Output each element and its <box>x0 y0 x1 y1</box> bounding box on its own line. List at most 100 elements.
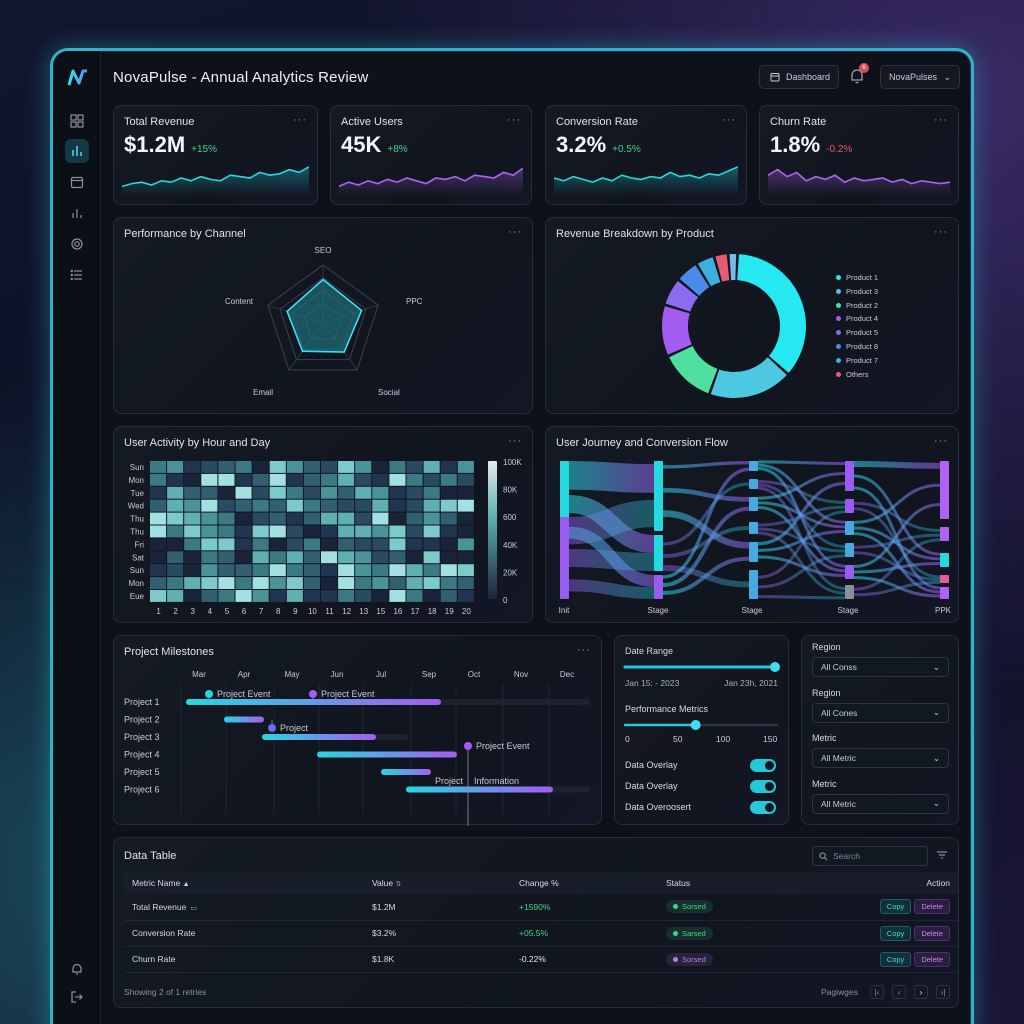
kpi-change: +8% <box>387 144 408 155</box>
heatmap-cell <box>440 564 457 577</box>
controls-card: Date Range Jan 15: - 2023 Jan 23h, 2021 … <box>614 635 789 825</box>
status-badge: Sorsed <box>666 900 713 914</box>
donut-slice <box>729 254 737 281</box>
performance-slider[interactable] <box>615 716 790 736</box>
prev-page-button[interactable]: ‹ <box>892 985 906 999</box>
table-row[interactable]: Churn Rate $1.8K -0.22% Sorsed Copy Delete <box>124 946 958 973</box>
sankey-link <box>853 526 941 561</box>
filter-select[interactable]: All Cones ⌄ <box>812 702 949 723</box>
bell-icon[interactable] <box>849 67 865 85</box>
more-options-icon[interactable]: ··· <box>934 226 948 238</box>
sankey-link <box>853 580 941 597</box>
logout-icon[interactable] <box>65 985 89 1009</box>
sankey-node <box>560 517 569 599</box>
filter-icon[interactable] <box>936 850 948 860</box>
heatmap-cell <box>235 551 252 564</box>
radar-axis-label: Email <box>253 388 273 397</box>
heatmap-cell <box>457 577 474 589</box>
more-options-icon[interactable]: ··· <box>577 644 591 656</box>
table-row[interactable]: Conversion Rate $3.2% +05.5% Sarsed Copy Dele… <box>124 920 958 947</box>
sankey-stage-label: Stage <box>648 606 669 615</box>
column-header-metric[interactable]: Metric Name ▲ <box>124 872 364 894</box>
heatmap-col-label: 6 <box>242 607 247 616</box>
toggle-switch[interactable] <box>750 780 776 793</box>
calendar-icon[interactable] <box>65 170 89 194</box>
heatmap-cell <box>423 590 440 602</box>
heatmap-cell <box>235 590 252 602</box>
copy-button[interactable]: Copy <box>879 951 912 967</box>
heatmap-cell <box>150 577 167 589</box>
column-header-change[interactable]: Change % <box>511 872 658 894</box>
heatmap-row-label: Mon <box>128 476 144 485</box>
column-header-value[interactable]: Value ⇅ <box>364 872 511 894</box>
sankey-node <box>654 535 663 571</box>
heatmap-card: User Activity by Hour and Day ··· Sun Mon… <box>113 426 533 623</box>
more-options-icon[interactable]: ··· <box>507 114 521 126</box>
copy-button[interactable]: Copy <box>879 925 912 941</box>
date-range-slider[interactable] <box>615 658 790 718</box>
delete-button[interactable]: Delete <box>914 951 950 967</box>
legend-swatch <box>836 316 841 322</box>
legend-item[interactable]: Product 3 <box>836 287 878 296</box>
legend-item[interactable]: Product 7 <box>836 356 878 365</box>
heatmap-cell <box>338 525 355 538</box>
more-options-icon[interactable]: ··· <box>722 114 736 126</box>
heatmap-cell <box>201 564 218 577</box>
legend-item[interactable]: Product 1 <box>836 273 878 282</box>
filter-label: Metric <box>812 733 837 743</box>
last-page-button[interactable]: ›| <box>936 985 950 999</box>
search-input[interactable]: Search <box>812 846 928 866</box>
heatmap-cell <box>252 486 269 499</box>
heatmap-cell <box>406 577 423 589</box>
filter-select[interactable]: All Metric ⌄ <box>812 793 949 814</box>
column-header-status[interactable]: Status <box>658 872 858 894</box>
bar-chart-icon[interactable] <box>65 201 89 225</box>
first-page-button[interactable]: |‹ <box>870 985 884 999</box>
filter-value: All Conss <box>821 662 857 672</box>
heatmap-cell <box>355 538 372 551</box>
legend-item[interactable]: Product 2 <box>836 301 878 310</box>
cell-change: +05.5% <box>511 920 658 947</box>
grid-icon[interactable] <box>65 109 89 133</box>
dashboard-button[interactable]: Dashboard <box>759 65 839 89</box>
date-start: Jan 15: - 2023 <box>625 678 680 688</box>
user-dropdown[interactable]: NovaPulses ⌄ <box>880 65 960 89</box>
cell-change: -0.22% <box>511 946 658 973</box>
kpi-label: Churn Rate <box>770 116 827 128</box>
toggle-switch[interactable] <box>750 801 776 814</box>
delete-button[interactable]: Delete <box>914 925 950 941</box>
heatmap-cell <box>303 512 320 525</box>
more-options-icon[interactable]: ··· <box>293 114 307 126</box>
heatmap-cell <box>184 564 201 577</box>
legend-item[interactable]: Product 8 <box>836 342 878 351</box>
heatmap-cell <box>389 538 406 551</box>
filter-select[interactable]: All Metric ⌄ <box>812 748 949 768</box>
next-page-button[interactable]: › <box>914 985 928 999</box>
analytics-icon[interactable] <box>65 139 89 163</box>
notifications-icon[interactable] <box>65 957 89 981</box>
more-options-icon[interactable]: ··· <box>934 114 948 126</box>
heatmap-cell <box>338 590 355 602</box>
legend-item[interactable]: Product 5 <box>836 328 878 337</box>
more-options-icon[interactable]: ··· <box>934 435 948 447</box>
filter-select[interactable]: All Conss ⌄ <box>812 657 949 677</box>
table-row[interactable]: Total Revenue ▭ $1.2M +1590% Sorsed Copy Delet… <box>124 894 958 921</box>
settings-icon[interactable] <box>65 232 89 256</box>
legend-item[interactable]: Product 4 <box>836 314 878 323</box>
event-label: Information <box>474 776 519 786</box>
heatmap-cell <box>235 538 252 551</box>
copy-button[interactable]: Copy <box>879 899 912 915</box>
heatmap-col-label: 9 <box>293 607 298 616</box>
more-options-icon[interactable]: ··· <box>508 226 522 238</box>
heatmap-cell <box>286 473 303 486</box>
toggle-switch[interactable] <box>750 759 776 772</box>
heatmap-cell <box>286 461 303 473</box>
heatmap-scale-label: 80K <box>503 486 518 495</box>
heatmap-cell <box>372 538 389 551</box>
list-icon[interactable] <box>65 263 89 287</box>
cell-change: +1590% <box>511 894 658 921</box>
gantt-row-label: Project 4 <box>124 750 160 760</box>
delete-button[interactable]: Delete <box>914 899 950 915</box>
legend-item[interactable]: Others <box>836 370 869 379</box>
more-options-icon[interactable]: ··· <box>508 435 522 447</box>
